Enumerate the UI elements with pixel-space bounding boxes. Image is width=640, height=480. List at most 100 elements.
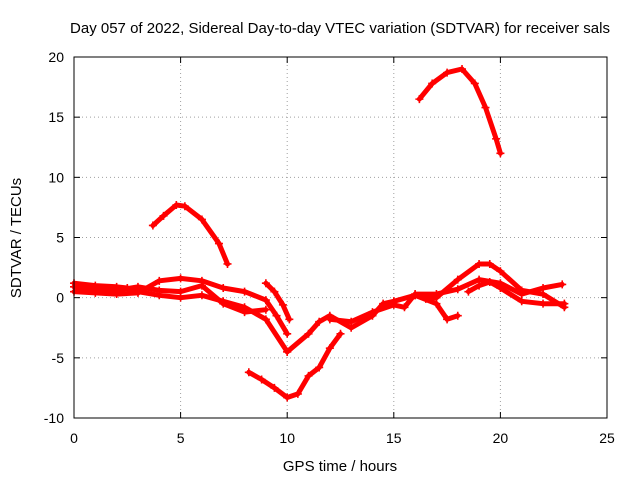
data-point <box>432 293 441 302</box>
data-point <box>496 267 505 276</box>
x-tick-label: 0 <box>70 430 78 446</box>
y-tick-label: 20 <box>48 49 64 65</box>
data-point <box>304 371 313 380</box>
data-point <box>223 259 232 268</box>
x-axis-label: GPS time / hours <box>283 458 397 475</box>
data-point <box>443 68 452 77</box>
data-point <box>197 281 206 290</box>
data-point <box>347 317 356 326</box>
series-arc-5 <box>261 279 294 324</box>
data-point <box>475 281 484 290</box>
data-point <box>283 393 292 402</box>
data-point <box>481 103 490 112</box>
data-point <box>293 389 302 398</box>
data-point <box>539 299 548 308</box>
data-point <box>485 259 494 268</box>
data-point <box>315 317 324 326</box>
data-point <box>336 329 345 338</box>
y-tick-label: 10 <box>48 169 64 185</box>
data-point <box>421 294 430 303</box>
data-point <box>261 296 270 305</box>
y-tick-label: 0 <box>56 290 64 306</box>
data-point <box>400 303 409 312</box>
data-point <box>325 344 334 353</box>
series-arc-11 <box>415 65 505 158</box>
data-point <box>560 299 569 308</box>
x-tick-label: 20 <box>493 430 509 446</box>
data-point <box>112 286 121 295</box>
data-point <box>304 329 313 338</box>
data-point <box>133 282 142 291</box>
data-point <box>257 375 266 384</box>
chart-title: Day 057 of 2022, Sidereal Day-to-day VTE… <box>70 20 610 37</box>
series-line <box>412 261 567 310</box>
data-point <box>453 275 462 284</box>
data-point <box>197 291 206 300</box>
data-point <box>458 65 467 74</box>
series-arc-4 <box>148 201 232 268</box>
data-point <box>415 95 424 104</box>
data-point <box>411 291 420 300</box>
data-point <box>517 286 526 295</box>
data-point <box>214 239 223 248</box>
data-point <box>325 315 334 324</box>
data-point <box>219 284 228 293</box>
data-series <box>70 65 569 402</box>
data-point <box>464 287 473 296</box>
data-point <box>155 286 164 295</box>
data-point <box>270 383 279 392</box>
y-axis-label: SDTVAR / TECUs <box>8 178 25 298</box>
data-point <box>176 287 185 296</box>
y-tick-label: -10 <box>44 410 64 426</box>
x-tick-label: 15 <box>386 430 402 446</box>
data-point <box>172 201 181 210</box>
y-tick-label: 15 <box>48 109 64 125</box>
data-point <box>278 300 287 309</box>
data-point <box>428 79 437 88</box>
data-point <box>176 274 185 283</box>
data-point <box>492 134 501 143</box>
data-point <box>389 300 398 309</box>
data-point <box>240 308 249 317</box>
data-point <box>197 215 206 224</box>
series-arc-10 <box>464 278 569 308</box>
data-point <box>315 363 324 372</box>
data-point <box>368 308 377 317</box>
series-line <box>263 280 292 322</box>
data-point <box>180 202 189 211</box>
data-point <box>219 299 228 308</box>
data-point <box>453 311 462 320</box>
series-line <box>416 66 503 156</box>
series-arc-6 <box>244 329 345 402</box>
data-point <box>558 280 567 289</box>
data-point <box>270 287 279 296</box>
data-point <box>475 259 484 268</box>
x-tick-label: 25 <box>599 430 615 446</box>
data-point <box>148 221 157 230</box>
y-tick-label: 5 <box>56 230 64 246</box>
data-point <box>470 79 479 88</box>
x-tick-label: 10 <box>279 430 295 446</box>
data-point <box>517 297 526 306</box>
data-point <box>283 329 292 338</box>
data-point <box>539 290 548 299</box>
x-tick-label: 5 <box>177 430 185 446</box>
data-point <box>453 285 462 294</box>
series-line <box>71 283 269 315</box>
data-point <box>155 276 164 285</box>
data-point <box>283 347 292 356</box>
data-point <box>443 315 452 324</box>
data-point <box>159 211 168 220</box>
y-tick-label: -5 <box>52 350 65 366</box>
series-arc-9 <box>411 259 569 312</box>
data-point <box>496 284 505 293</box>
data-point <box>244 368 253 377</box>
data-point <box>496 149 505 158</box>
data-point <box>91 285 100 294</box>
data-point <box>272 311 281 320</box>
data-point <box>285 315 294 324</box>
axis-ticks: 0 5 10 15 20 25 -10 -5 0 5 10 15 20 <box>44 49 615 446</box>
data-point <box>240 287 249 296</box>
